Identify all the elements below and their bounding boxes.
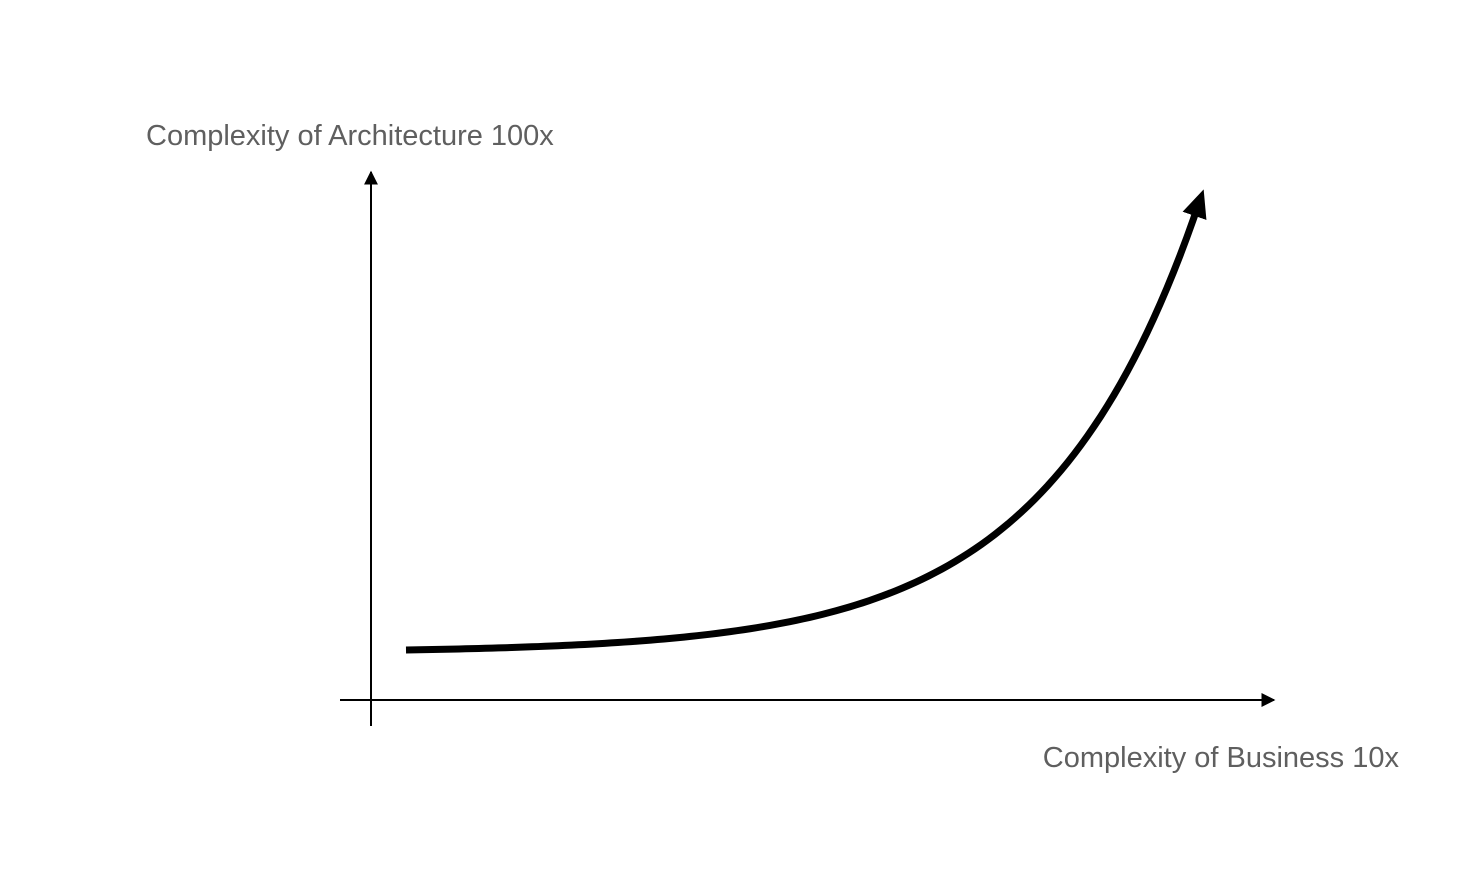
growth-curve [405, 189, 1207, 654]
y-axis-label: Complexity of Architecture 100x [146, 120, 554, 152]
x-axis-label: Complexity of Business 10x [1043, 742, 1400, 774]
